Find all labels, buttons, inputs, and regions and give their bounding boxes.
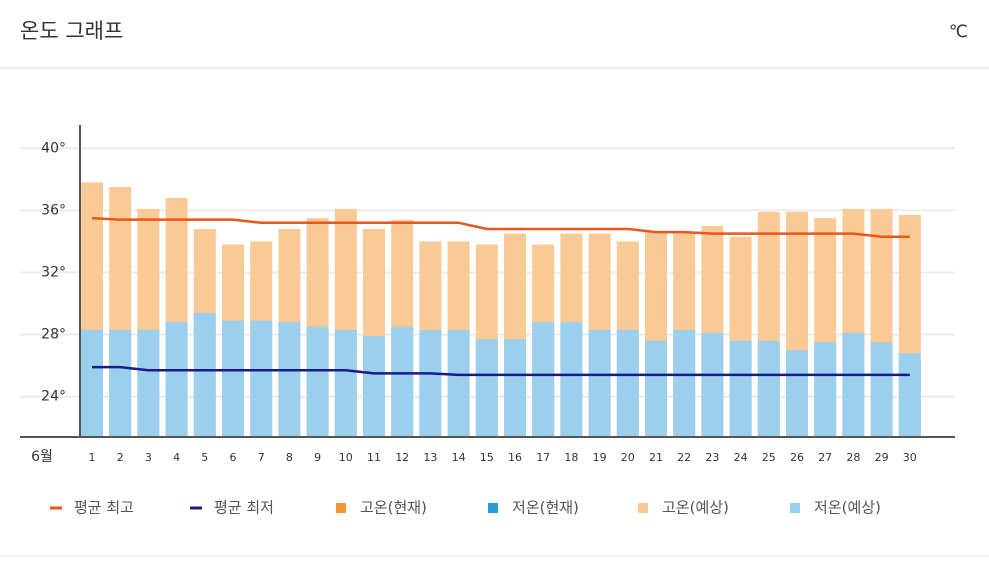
- x-tick-label: 20: [621, 451, 635, 464]
- x-tick-label: 7: [258, 451, 265, 464]
- bar: [673, 329, 696, 437]
- x-tick-label: 17: [536, 451, 550, 464]
- x-tick-label: 1: [89, 451, 96, 464]
- bar: [193, 312, 216, 437]
- x-tick-label: 8: [286, 451, 293, 464]
- x-tick-label: 11: [367, 451, 381, 464]
- x-tick-label: 25: [762, 451, 776, 464]
- x-tick-label: 12: [395, 451, 409, 464]
- bar: [870, 342, 893, 437]
- legend-swatch: [488, 503, 498, 513]
- bar: [419, 329, 442, 437]
- bar: [165, 322, 188, 437]
- bar: [391, 326, 414, 437]
- legend-swatch: [790, 503, 800, 513]
- x-tick-label: 28: [846, 451, 860, 464]
- x-tick-label: 4: [173, 451, 180, 464]
- bar: [250, 320, 273, 437]
- x-tick-label: 6: [230, 451, 237, 464]
- bar: [842, 333, 865, 437]
- bar: [532, 322, 555, 437]
- y-tick-label: 24°: [41, 389, 66, 405]
- x-tick-label: 30: [903, 451, 917, 464]
- legend-label: 고온(예상): [662, 499, 729, 517]
- bar: [137, 329, 160, 437]
- x-tick-label: 27: [818, 451, 832, 464]
- legend: 평균 최고 평균 최저 고온(현재) 저온(현재) 고온(예상) 저온(예상): [50, 499, 881, 517]
- bar: [363, 336, 385, 437]
- x-tick-label: 15: [480, 451, 494, 464]
- y-tick-label: 36°: [41, 202, 66, 218]
- lines: [91, 216, 910, 377]
- legend-swatch: [638, 503, 648, 513]
- x-tick-label: 22: [677, 451, 691, 464]
- legend-label: 고온(현재): [360, 499, 427, 517]
- card-title: 온도 그래프: [20, 19, 123, 43]
- x-tick-label: 9: [314, 451, 321, 464]
- bar: [81, 329, 103, 437]
- bar: [222, 320, 244, 437]
- x-tick-label: 18: [564, 451, 578, 464]
- bar: [786, 350, 808, 437]
- legend-label: 저온(현재): [512, 499, 579, 517]
- x-tick-label: 5: [201, 451, 208, 464]
- x-tick-label: 19: [593, 451, 607, 464]
- x-tick-label: 13: [423, 451, 437, 464]
- x-tick-label: 3: [145, 451, 152, 464]
- bar: [560, 322, 583, 437]
- line: [92, 365, 910, 377]
- bar: [757, 340, 780, 437]
- unit: ℃: [949, 22, 968, 42]
- bar: [109, 329, 132, 437]
- bar: [504, 339, 526, 437]
- bar: [701, 333, 724, 437]
- y-tick-label: 32°: [41, 264, 66, 280]
- legend-label: 저온(예상): [814, 499, 881, 517]
- legend-swatch: [336, 503, 346, 513]
- y-tick-label: 40°: [41, 140, 66, 156]
- bar: [278, 322, 301, 437]
- x-tick-label: 24: [734, 451, 748, 464]
- bar: [475, 339, 498, 437]
- axes: 24°28°32°36°40°1 2 3 4 5 6 7 8 9 10 11 12 13 14 15 16 17…: [20, 125, 955, 464]
- bar: [588, 329, 611, 437]
- x-tick-label: 29: [875, 451, 889, 464]
- bar: [334, 329, 357, 437]
- x-tick-label: 2: [117, 451, 124, 464]
- x-tick-label: 14: [452, 451, 466, 464]
- bar: [898, 353, 921, 437]
- bar: [645, 340, 667, 437]
- x-tick-label: 16: [508, 451, 522, 464]
- x-tick-label: 26: [790, 451, 804, 464]
- bar: [306, 326, 329, 437]
- x-tick-label: 10: [339, 451, 353, 464]
- bars: [81, 182, 921, 437]
- bar: [729, 340, 752, 437]
- x-axis-label: 6월: [31, 449, 53, 465]
- bar: [814, 342, 837, 437]
- x-tick-label: 23: [705, 451, 719, 464]
- bar: [447, 329, 470, 437]
- legend-label: 평균 최저: [214, 499, 274, 517]
- line: [91, 216, 910, 239]
- bar: [616, 329, 639, 437]
- x-tick-label: 21: [649, 451, 663, 464]
- legend-label: 평균 최고: [74, 499, 134, 517]
- y-tick-label: 28°: [41, 327, 66, 343]
